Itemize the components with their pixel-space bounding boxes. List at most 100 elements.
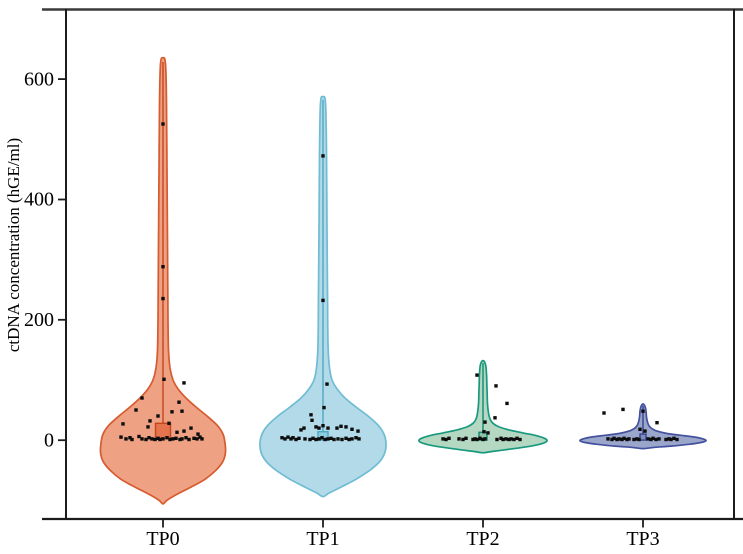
data-point	[140, 437, 144, 441]
data-point	[299, 428, 303, 432]
violin-group-tp2	[418, 359, 548, 454]
data-point	[144, 437, 148, 442]
data-point	[483, 437, 487, 441]
data-point	[335, 426, 339, 430]
data-point	[340, 437, 344, 442]
data-point	[168, 437, 172, 442]
y-tick-label-200: 200	[24, 309, 54, 331]
data-point	[336, 437, 340, 441]
data-point	[182, 381, 186, 385]
data-point	[146, 425, 150, 429]
data-point	[344, 425, 348, 429]
data-point	[182, 429, 186, 433]
data-point	[646, 437, 650, 441]
data-point	[475, 373, 479, 377]
data-point	[632, 437, 636, 442]
data-point	[156, 414, 160, 418]
violin-layer	[99, 56, 707, 505]
data-point	[483, 420, 487, 424]
violin-group-tp0	[99, 56, 227, 505]
data-point	[464, 436, 468, 440]
data-point	[121, 422, 125, 426]
plot-frame	[42, 8, 743, 521]
data-point	[162, 377, 166, 381]
data-point	[507, 437, 511, 442]
data-point	[303, 437, 307, 441]
data-point	[320, 436, 324, 440]
data-point	[641, 409, 645, 413]
data-point	[286, 435, 290, 439]
data-point	[156, 436, 160, 440]
data-point	[675, 437, 679, 442]
data-point	[175, 430, 179, 434]
data-point	[119, 435, 123, 439]
data-point	[140, 396, 144, 400]
data-point	[664, 437, 668, 442]
data-point	[643, 429, 647, 433]
data-point	[512, 437, 516, 442]
data-point	[317, 437, 321, 441]
data-point	[326, 426, 330, 430]
data-point	[654, 437, 658, 442]
data-point	[297, 436, 301, 440]
data-point	[482, 430, 486, 434]
data-point	[280, 436, 284, 440]
data-point	[321, 154, 325, 158]
data-point	[627, 437, 631, 441]
data-point	[504, 437, 508, 441]
data-point	[444, 437, 448, 442]
data-point	[314, 437, 318, 442]
data-point	[161, 265, 165, 269]
violin-group-tp1	[259, 95, 387, 498]
data-point	[184, 436, 188, 440]
data-point	[322, 405, 326, 410]
data-point	[196, 432, 200, 436]
data-point	[481, 437, 485, 442]
data-point	[178, 437, 182, 442]
data-point	[457, 437, 461, 441]
data-point	[150, 437, 154, 441]
data-point	[350, 437, 354, 441]
data-point	[302, 426, 306, 430]
data-point	[161, 437, 165, 441]
data-point	[612, 436, 616, 440]
y-tick-label-600: 600	[24, 69, 54, 91]
data-point	[308, 437, 312, 442]
data-point	[314, 425, 318, 429]
data-point	[669, 437, 673, 442]
data-point	[329, 436, 333, 440]
data-point	[130, 437, 134, 442]
data-point	[622, 436, 626, 440]
data-point	[311, 436, 315, 440]
data-point	[161, 296, 165, 301]
data-point	[148, 419, 152, 423]
data-point	[283, 437, 287, 441]
data-point	[170, 410, 174, 414]
data-point	[137, 434, 141, 439]
data-point	[153, 437, 157, 442]
data-point	[473, 437, 477, 441]
data-point	[309, 413, 313, 417]
data-point	[441, 437, 445, 441]
data-point	[493, 416, 497, 420]
data-point	[356, 429, 360, 433]
data-point	[621, 407, 625, 412]
data-point	[637, 437, 641, 442]
data-point	[518, 437, 522, 442]
data-point	[667, 437, 671, 441]
data-point	[128, 436, 132, 440]
violin-group-tp3	[579, 403, 707, 450]
data-point	[617, 437, 621, 441]
data-point	[610, 437, 614, 442]
data-point	[198, 435, 202, 439]
data-point	[505, 401, 509, 406]
data-point	[200, 437, 204, 441]
data-point	[461, 437, 465, 442]
data-point	[655, 421, 659, 425]
data-point	[638, 427, 642, 431]
data-point	[501, 437, 505, 442]
data-point	[177, 400, 181, 404]
data-point	[174, 436, 178, 440]
data-point	[447, 436, 451, 440]
data-point	[635, 437, 639, 441]
